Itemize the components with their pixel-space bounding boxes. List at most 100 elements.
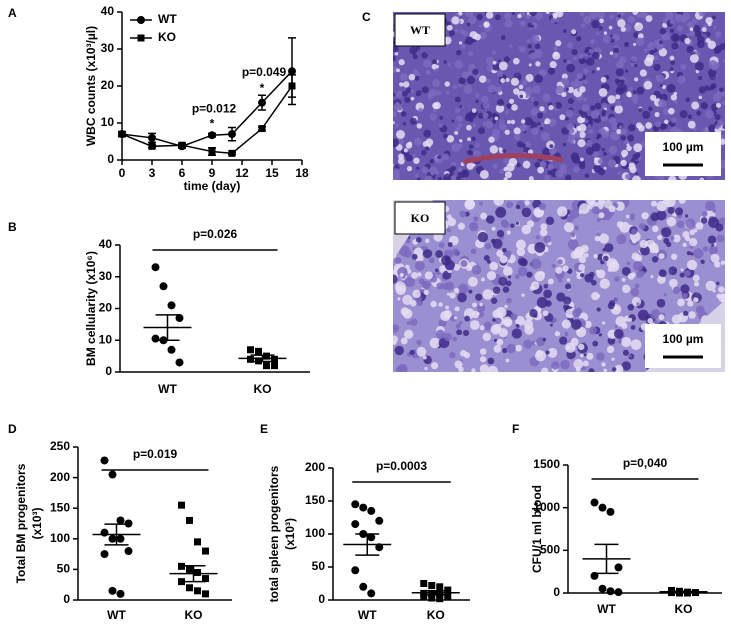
cell (504, 250, 512, 258)
cell (445, 305, 449, 310)
data-point (271, 362, 278, 370)
cell (480, 212, 488, 220)
cell (535, 61, 541, 67)
cell (530, 97, 535, 101)
cell (503, 177, 508, 180)
cell (494, 116, 499, 121)
cell (686, 259, 698, 271)
cell (477, 112, 485, 119)
cell (584, 173, 590, 179)
cell (707, 235, 717, 245)
cell (454, 61, 459, 67)
cell (590, 105, 596, 111)
panel-letter: F (512, 422, 519, 436)
cell (657, 174, 665, 180)
cell (473, 216, 479, 222)
cell (406, 321, 411, 326)
cell (611, 357, 615, 361)
cell (449, 351, 456, 359)
cell (669, 19, 675, 25)
cell (414, 173, 419, 178)
cell (523, 339, 533, 349)
cell (502, 347, 508, 354)
cell (684, 37, 691, 45)
data-point (202, 590, 209, 598)
cell (460, 260, 468, 268)
cell (560, 359, 570, 370)
cell (622, 154, 626, 158)
cell (468, 144, 474, 149)
cell (397, 363, 408, 372)
cell (400, 307, 410, 316)
cell (403, 249, 412, 258)
cell (443, 310, 452, 319)
cell (533, 49, 543, 58)
data-point (167, 345, 176, 354)
cell (404, 276, 416, 288)
cell (591, 70, 595, 74)
annotation: * (210, 116, 215, 130)
cell (523, 319, 534, 330)
cell (639, 270, 645, 277)
cell (499, 255, 508, 264)
cell (674, 13, 684, 22)
data-point (116, 516, 125, 525)
cell (598, 233, 609, 244)
cell (679, 272, 685, 278)
sem-bar (181, 564, 206, 583)
cell (614, 297, 619, 302)
cell (554, 331, 561, 337)
cell (579, 86, 586, 93)
cell (515, 239, 526, 250)
cell (630, 216, 635, 221)
cell (458, 12, 463, 16)
x-tick-label: WT (158, 382, 177, 396)
cell (624, 41, 630, 47)
cell (632, 175, 641, 180)
cell (503, 56, 511, 63)
cell (698, 75, 703, 81)
cell (459, 210, 467, 218)
cell (547, 278, 554, 285)
cell (685, 218, 696, 229)
cell (577, 343, 585, 351)
cell (466, 124, 472, 131)
x-tick-label: 12 (235, 166, 249, 180)
cell (566, 215, 574, 223)
data-point (186, 584, 193, 592)
cell (523, 79, 528, 84)
cell (566, 124, 573, 131)
cell (680, 284, 690, 294)
cell (408, 73, 416, 81)
cell (617, 339, 622, 344)
cell (510, 223, 515, 228)
cell (603, 368, 608, 372)
cell (714, 114, 721, 120)
cell (504, 129, 510, 135)
data-point (263, 352, 270, 360)
cell (715, 31, 722, 38)
cell (636, 302, 640, 306)
cell (438, 319, 447, 328)
x-tick-label: 18 (295, 166, 309, 180)
data-point (420, 593, 428, 601)
cell (555, 85, 565, 94)
cell (524, 87, 533, 95)
cell (519, 94, 524, 99)
cell (466, 162, 474, 170)
cell (654, 121, 662, 128)
data-point (175, 314, 184, 323)
cell (609, 51, 614, 55)
cell (716, 281, 720, 286)
y-tick-label: 0 (107, 152, 114, 166)
cell (513, 133, 521, 141)
cell (666, 83, 676, 93)
data-point (606, 587, 615, 596)
cell (489, 261, 499, 271)
cell (545, 300, 552, 307)
cell (410, 299, 417, 307)
data-point (116, 534, 125, 543)
cell (492, 128, 501, 137)
cell (601, 362, 606, 367)
cell (696, 110, 702, 116)
